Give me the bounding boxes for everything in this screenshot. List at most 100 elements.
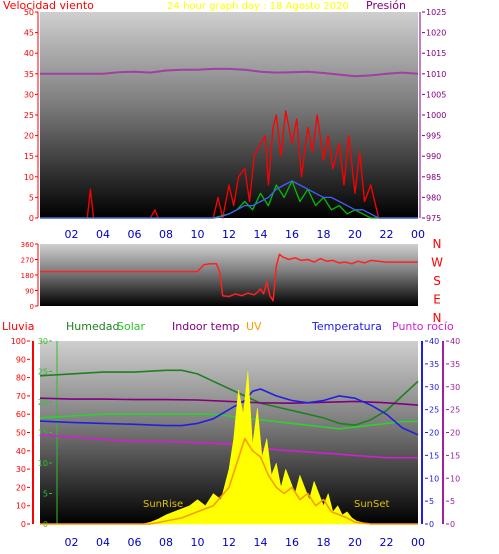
direction-axis-tick-3: 270 xyxy=(21,257,34,265)
weather-xaxis-tick-5: 12 xyxy=(222,536,236,549)
weather-xaxis-tick-11: 00 xyxy=(411,536,425,549)
lluvia-axis-tick-0: 0 xyxy=(21,520,26,529)
series-avg xyxy=(40,180,418,219)
temperatura-axis-tick-2: 10 xyxy=(429,474,439,483)
wind-axis-tick-7: 35 xyxy=(24,70,34,79)
wind-xaxis-tick-8: 18 xyxy=(317,228,331,241)
lluvia-axis-tick-2: 20 xyxy=(16,483,26,492)
wind-xaxis-tick-7: 16 xyxy=(285,228,299,241)
lluvia-axis-tick-8: 80 xyxy=(16,374,26,383)
series-direction xyxy=(40,253,418,302)
label-temperatura: Temperatura xyxy=(311,320,382,333)
wind-xaxis-tick-1: 04 xyxy=(96,228,110,241)
lluvia-axis-tick-5: 50 xyxy=(16,429,26,438)
pressure-axis-tick-7: 1010 xyxy=(426,70,446,79)
compass-label-0: N xyxy=(433,237,442,251)
wind-axis-tick-1: 5 xyxy=(29,193,34,202)
wind-axis-tick-6: 30 xyxy=(24,90,34,99)
punto-rocio-axis-tick-2: 10 xyxy=(450,474,460,483)
pressure-axis-tick-2: 985 xyxy=(426,173,441,182)
punto-rocio-axis-tick-4: 20 xyxy=(450,429,460,438)
series-solar xyxy=(39,413,418,430)
weather-xaxis-tick-3: 08 xyxy=(159,536,173,549)
weather-xaxis-tick-8: 18 xyxy=(317,536,331,549)
pressure-axis-tick-6: 1005 xyxy=(426,90,446,99)
compass-label-1: W xyxy=(431,256,443,270)
temperatura-axis-tick-4: 20 xyxy=(429,429,439,438)
lluvia-axis-tick-9: 90 xyxy=(16,355,26,364)
compass-label-4: N xyxy=(433,311,442,325)
wind-left-label: Velocidad viento xyxy=(3,0,94,12)
lluvia-axis-tick-6: 60 xyxy=(16,410,26,419)
wind-xaxis-tick-9: 20 xyxy=(348,228,362,241)
direction-axis-tick-2: 180 xyxy=(21,272,34,280)
series-puntoroco xyxy=(39,434,418,459)
pressure-axis-tick-9: 1020 xyxy=(426,29,446,38)
series-solarrad xyxy=(40,371,418,525)
wind-axis-tick-0: 0 xyxy=(29,214,34,223)
solar-axis-tick-4: 20 xyxy=(38,398,48,407)
wind-axis-tick-2: 10 xyxy=(24,173,34,182)
label-lluvia: Lluvia xyxy=(2,320,34,333)
temperatura-axis-tick-1: 5 xyxy=(429,497,434,506)
pressure-axis-tick-10: 1025 xyxy=(426,8,446,17)
wind-xaxis-tick-10: 22 xyxy=(380,228,394,241)
weather-xaxis-tick-1: 04 xyxy=(96,536,110,549)
annotation-sunrise: SunRise xyxy=(143,499,183,510)
weather-xaxis-tick-0: 02 xyxy=(65,536,79,549)
series-wind xyxy=(40,180,418,219)
wind-panel-bg xyxy=(40,12,418,218)
label-uv: UV xyxy=(246,320,262,333)
punto-rocio-axis-tick-7: 35 xyxy=(450,360,460,369)
wind-axis-tick-4: 20 xyxy=(24,132,34,141)
wind-xaxis-tick-11: 00 xyxy=(411,228,425,241)
punto-rocio-axis-tick-0: 0 xyxy=(450,520,455,529)
wind-xaxis-tick-6: 14 xyxy=(254,228,268,241)
direction-axis-tick-4: 360 xyxy=(21,241,34,249)
temperatura-axis-tick-6: 30 xyxy=(429,383,439,392)
wind-axis-tick-5: 25 xyxy=(24,111,34,120)
wind-xaxis-tick-3: 08 xyxy=(159,228,173,241)
series-indoortemp xyxy=(39,397,419,406)
pressure-axis-tick-4: 995 xyxy=(426,132,441,141)
wind-axis-tick-9: 45 xyxy=(24,29,34,38)
weather-xaxis-tick-10: 22 xyxy=(380,536,394,549)
compass-label-2: S xyxy=(433,274,441,288)
label-punto-rocio: Punto rocío xyxy=(392,320,454,333)
temperatura-axis-tick-3: 15 xyxy=(429,451,439,460)
lluvia-axis-tick-10: 100 xyxy=(11,337,26,346)
label-solar: Solar xyxy=(117,320,146,333)
solar-axis-tick-3: 15 xyxy=(38,429,48,438)
pressure-axis-tick-5: 1000 xyxy=(426,111,446,120)
pressure-axis-tick-8: 1015 xyxy=(426,49,446,58)
solar-axis-tick-6: 30 xyxy=(38,337,48,346)
lluvia-axis-tick-4: 40 xyxy=(16,447,26,456)
punto-rocio-axis-tick-1: 5 xyxy=(450,497,455,506)
weather-xaxis-tick-4: 10 xyxy=(191,536,205,549)
lluvia-axis-tick-7: 70 xyxy=(16,392,26,401)
solar-axis-tick-5: 25 xyxy=(38,368,48,377)
punto-rocio-axis-tick-3: 15 xyxy=(450,451,460,460)
wind-xaxis-tick-5: 12 xyxy=(222,228,236,241)
compass-label-3: E xyxy=(433,293,441,307)
series-temperatura xyxy=(39,388,419,436)
weather-xaxis-tick-2: 06 xyxy=(128,536,142,549)
punto-rocio-axis-tick-5: 25 xyxy=(450,406,460,415)
direction-axis-tick-0: 0 xyxy=(30,303,34,311)
wind-axis-tick-3: 15 xyxy=(24,152,34,161)
temperatura-axis-tick-5: 25 xyxy=(429,406,439,415)
punto-rocio-axis-tick-8: 40 xyxy=(450,337,460,346)
wind-xaxis-tick-4: 10 xyxy=(191,228,205,241)
temperatura-axis-tick-0: 0 xyxy=(429,520,434,529)
weather-xaxis-tick-6: 14 xyxy=(254,536,268,549)
pressure-axis-tick-0: 975 xyxy=(426,214,441,223)
weather-xaxis-tick-7: 16 xyxy=(285,536,299,549)
lluvia-axis-tick-1: 10 xyxy=(16,502,26,511)
temperatura-axis-tick-8: 40 xyxy=(429,337,439,346)
wind-xaxis-tick-0: 02 xyxy=(65,228,79,241)
chart-title: 24 hour graph day : 18 Agosto 2020 xyxy=(167,1,349,12)
series-uv xyxy=(40,437,418,525)
wind-axis-tick-8: 40 xyxy=(24,49,34,58)
label-indoor-temp: Indoor temp xyxy=(172,320,239,333)
wind-right-label: Presión xyxy=(366,0,406,12)
